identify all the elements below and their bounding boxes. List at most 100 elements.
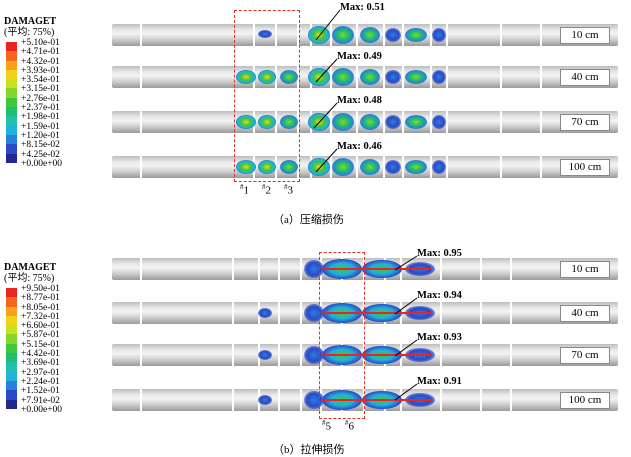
legend-swatch [6, 60, 17, 70]
segment-joint [300, 389, 302, 411]
damage-zone [405, 70, 427, 84]
segment-joint [253, 24, 255, 46]
segment-joint [140, 302, 142, 324]
legend-swatch [6, 125, 17, 135]
segment-joint [258, 258, 260, 280]
legend-row: +1.20e-01 [4, 131, 108, 145]
legend-swatch [6, 380, 17, 391]
segment-joint [430, 66, 432, 88]
size-label: 100 cm [560, 392, 610, 409]
legend-row: +0.00e+00 [4, 159, 108, 172]
legend-swatch [6, 288, 17, 298]
segment-joint [140, 344, 142, 366]
segment-joint [383, 66, 385, 88]
legend-row: +3.54e-01 [4, 75, 108, 89]
legend-row: +8.15e-02 [4, 140, 108, 154]
legend-value: +5.87e-01 [21, 330, 60, 341]
legend-value: +9.50e-01 [21, 284, 60, 294]
legend-title: DAMAGET [4, 262, 57, 273]
legend-value: +5.15e-01 [21, 339, 60, 350]
segment-joint [510, 258, 512, 280]
size-label: 10 cm [560, 261, 610, 278]
damage-zone [332, 158, 354, 176]
damage-zone [308, 113, 330, 131]
legend-title: DAMAGET [4, 16, 57, 27]
legend-swatch [6, 315, 17, 326]
joint-highlight-box [234, 10, 300, 182]
segment-joint [140, 111, 142, 133]
legend-value: +2.24e-01 [21, 376, 60, 387]
damage-zone [332, 113, 354, 131]
damage-zone [405, 160, 427, 174]
max-label: Max: 0.46 [337, 141, 382, 152]
legend-row: +2.97e-01 [4, 368, 108, 381]
damage-zone [258, 160, 276, 174]
segment-joint [480, 302, 482, 324]
damage-zone [405, 28, 427, 42]
damage-zone [385, 115, 401, 129]
legend-scale: +9.50e-01 +8.77e-01 +8.05e-01 +7.32e-01 +6.6… [4, 284, 108, 418]
size-label: 100 cm [560, 159, 610, 176]
legend-swatch [6, 88, 17, 98]
legend-row: +1.59e-01 [4, 122, 108, 135]
segment-joint [278, 258, 280, 280]
legend-value: +6.60e-01 [21, 321, 60, 332]
rod-tension-3: 70 cm [112, 344, 618, 366]
legend-value: +7.91e-02 [21, 395, 60, 406]
damage-zone [308, 26, 330, 44]
legend-scale: +5.10e-01 +4.71e-01 +4.32e-01 +3.93e-01 +3.5… [4, 38, 108, 172]
damage-zone [236, 115, 256, 129]
rod-compression-4: 100 cm [112, 156, 618, 178]
segment-joint [278, 389, 280, 411]
legend-value: +3.15e-01 [21, 84, 60, 95]
legend-swatch [6, 343, 17, 354]
legend-row: +2.76e-01 [4, 94, 108, 108]
segment-joint [480, 344, 482, 366]
legend-swatch [6, 362, 17, 372]
damage-zone [236, 160, 256, 174]
legend-row: +5.87e-01 [4, 330, 108, 344]
size-label: 70 cm [560, 114, 610, 131]
legend-row: +4.42e-01 [4, 349, 108, 363]
segment-joint [480, 389, 482, 411]
max-label: Max: 0.49 [337, 51, 382, 62]
rod-tension-4: 100 cm [112, 389, 618, 411]
segment-joint [356, 111, 358, 133]
damage-zone [258, 395, 272, 405]
damage-zone [308, 68, 330, 86]
segment-joint [232, 344, 234, 366]
legend-swatch [6, 325, 17, 335]
size-label: 70 cm [560, 347, 610, 364]
rod-tension-2: 40 cm [112, 302, 618, 324]
legend-value: +0.00e+00 [21, 404, 63, 415]
damage-zone [280, 70, 298, 84]
legend-swatch [6, 51, 17, 61]
segment-joint [540, 156, 542, 178]
segment-joint [540, 111, 542, 133]
legend-row: +9.50e-01 [4, 284, 108, 298]
segment-joint [232, 302, 234, 324]
legend-row: +4.25e-02 [4, 150, 108, 163]
legend-row: +2.24e-01 [4, 377, 108, 391]
segment-joint [300, 258, 302, 280]
joint-marker: #3 [284, 183, 293, 197]
rod-compression-3: 70 cm [112, 111, 618, 133]
legend-value: +4.42e-01 [21, 349, 60, 360]
legend-value: +4.25e-02 [21, 149, 60, 160]
max-label: Max: 0.51 [340, 2, 385, 13]
legend-swatch [6, 144, 17, 154]
legend-row: +3.93e-01 [4, 66, 108, 80]
legend-swatch [6, 399, 17, 409]
max-label: Max: 0.94 [417, 290, 462, 301]
crack-line [322, 354, 432, 356]
legend-row: +8.77e-01 [4, 293, 108, 307]
rod-tension-1: 10 cm [112, 258, 618, 280]
legend-value: +2.76e-01 [21, 93, 60, 104]
segment-joint [383, 111, 385, 133]
damage-zone [360, 27, 380, 43]
size-label: 10 cm [560, 27, 610, 44]
legend-value: +8.15e-02 [21, 140, 60, 151]
legend-tension: DAMAGET (平均: 75%) +9.50e-01 +8.77e-01 +8.0… [4, 262, 108, 418]
segment-joint [510, 302, 512, 324]
damage-zone [360, 69, 380, 85]
